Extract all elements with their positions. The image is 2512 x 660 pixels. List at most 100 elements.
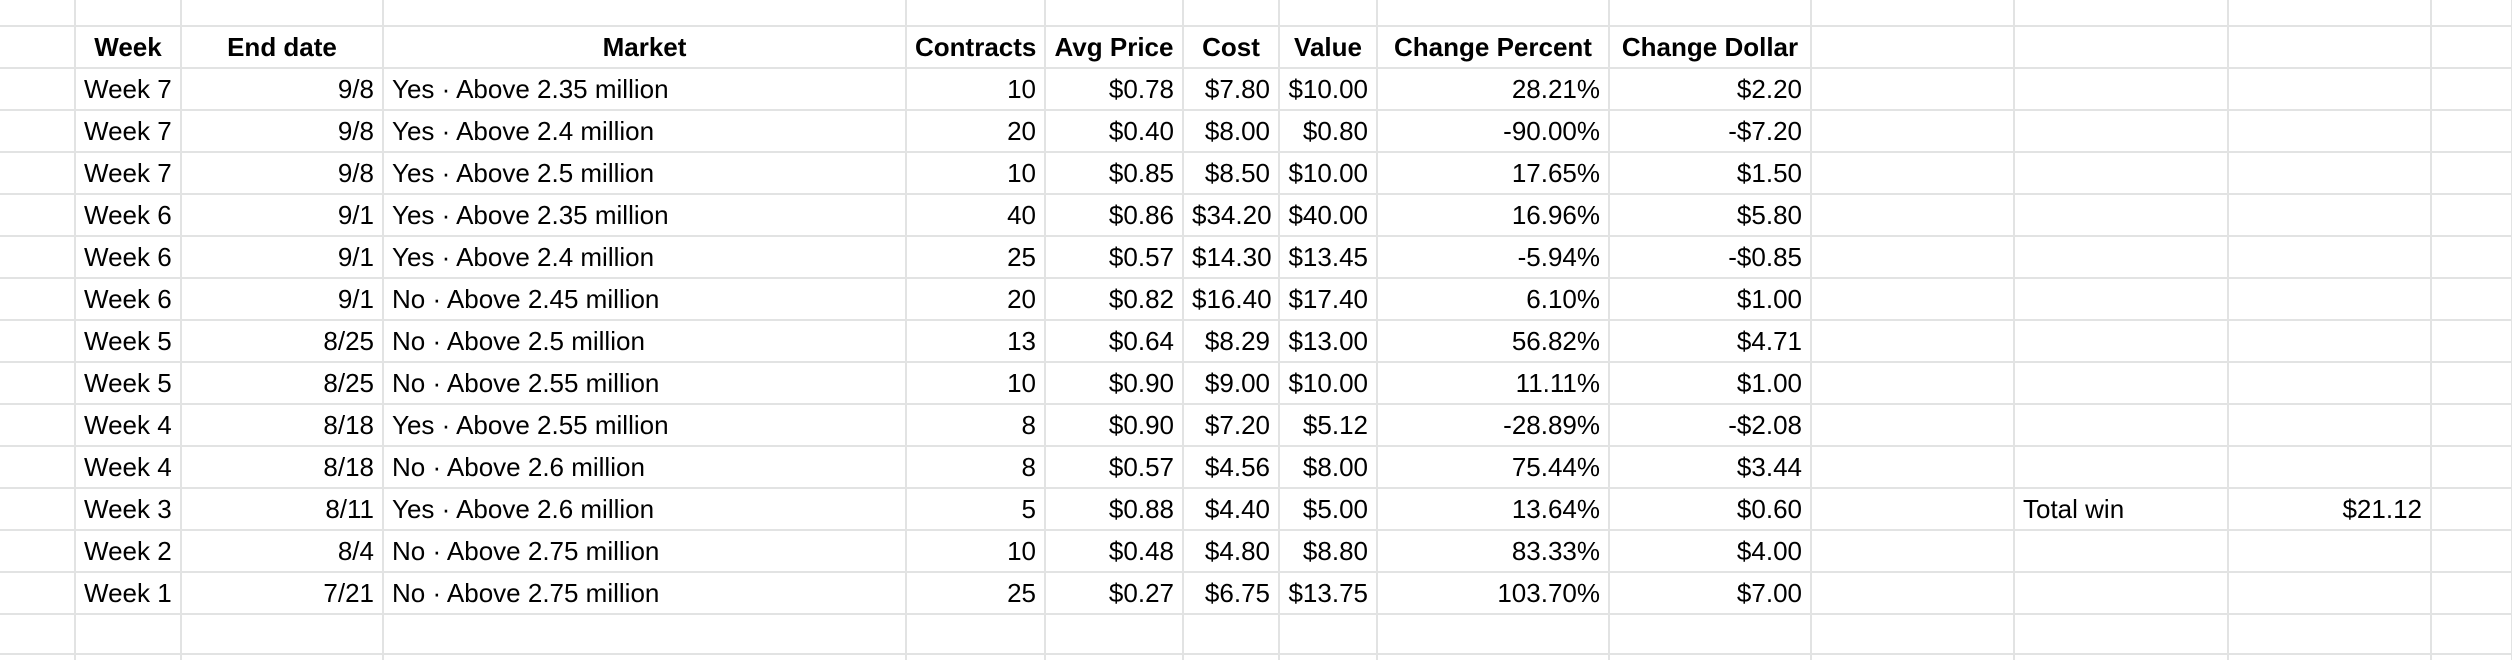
empty-cell[interactable] <box>2014 572 2229 615</box>
empty-cell[interactable] <box>1811 530 2015 573</box>
cell-change-percent[interactable]: 16.96% <box>1377 194 1610 237</box>
empty-cell[interactable] <box>2431 194 2512 237</box>
cell-change-dollar[interactable]: $0.60 <box>1609 488 1812 531</box>
header-week[interactable]: Week <box>75 26 182 69</box>
empty-cell[interactable] <box>2228 654 2432 660</box>
cell-cost[interactable]: $8.29 <box>1183 320 1280 363</box>
cell-contracts[interactable]: 10 <box>906 152 1046 195</box>
cell-avg-price[interactable]: $0.57 <box>1045 236 1184 279</box>
cell-change-dollar[interactable]: $5.80 <box>1609 194 1812 237</box>
empty-cell[interactable] <box>1811 404 2015 447</box>
cell-value[interactable]: $5.00 <box>1279 488 1378 531</box>
cell-week[interactable]: Week 7 <box>75 68 182 111</box>
cell-cost[interactable]: $4.40 <box>1183 488 1280 531</box>
empty-cell[interactable] <box>2431 530 2512 573</box>
cell-week[interactable]: Week 1 <box>75 572 182 615</box>
empty-cell[interactable] <box>1811 488 2015 531</box>
cell-week[interactable]: Week 7 <box>75 110 182 153</box>
cell-change-percent[interactable]: 17.65% <box>1377 152 1610 195</box>
cell-change-percent[interactable]: 56.82% <box>1377 320 1610 363</box>
cell-avg-price[interactable]: $0.85 <box>1045 152 1184 195</box>
cell-value[interactable]: $10.00 <box>1279 362 1378 405</box>
empty-cell[interactable] <box>0 194 76 237</box>
empty-cell[interactable] <box>1609 0 1812 27</box>
cell-value[interactable]: $40.00 <box>1279 194 1378 237</box>
cell-avg-price[interactable]: $0.86 <box>1045 194 1184 237</box>
cell-week[interactable]: Week 5 <box>75 362 182 405</box>
empty-cell[interactable] <box>0 236 76 279</box>
cell-cost[interactable]: $4.56 <box>1183 446 1280 489</box>
cell-cost[interactable]: $8.50 <box>1183 152 1280 195</box>
empty-cell[interactable] <box>0 404 76 447</box>
empty-cell[interactable] <box>2228 362 2432 405</box>
empty-cell[interactable] <box>1811 194 2015 237</box>
empty-cell[interactable] <box>0 0 76 27</box>
cell-change-dollar[interactable]: $4.00 <box>1609 530 1812 573</box>
cell-cost[interactable]: $8.00 <box>1183 110 1280 153</box>
cell-market[interactable]: Yes · Above 2.4 million <box>383 236 907 279</box>
cell-avg-price[interactable]: $0.40 <box>1045 110 1184 153</box>
empty-cell[interactable] <box>0 530 76 573</box>
empty-cell[interactable] <box>1377 654 1610 660</box>
cell-week[interactable]: Week 7 <box>75 152 182 195</box>
empty-cell[interactable] <box>1279 0 1378 27</box>
empty-cell[interactable] <box>2228 404 2432 447</box>
empty-cell[interactable] <box>1811 362 2015 405</box>
cell-end-date[interactable]: 8/11 <box>181 488 384 531</box>
empty-cell[interactable] <box>1183 654 1280 660</box>
cell-change-percent[interactable]: 75.44% <box>1377 446 1610 489</box>
cell-avg-price[interactable]: $0.82 <box>1045 278 1184 321</box>
header-contracts[interactable]: Contracts <box>906 26 1046 69</box>
empty-cell[interactable] <box>0 446 76 489</box>
cell-change-percent[interactable]: 11.11% <box>1377 362 1610 405</box>
cell-end-date[interactable]: 9/8 <box>181 68 384 111</box>
empty-cell[interactable] <box>2228 278 2432 321</box>
cell-change-dollar[interactable]: -$0.85 <box>1609 236 1812 279</box>
cell-change-percent[interactable]: 6.10% <box>1377 278 1610 321</box>
empty-cell[interactable] <box>2014 278 2229 321</box>
empty-cell[interactable] <box>2431 26 2512 69</box>
cell-market[interactable]: Yes · Above 2.35 million <box>383 68 907 111</box>
empty-cell[interactable] <box>2014 110 2229 153</box>
empty-cell[interactable] <box>2228 236 2432 279</box>
cell-cost[interactable]: $4.80 <box>1183 530 1280 573</box>
empty-cell[interactable] <box>0 654 76 660</box>
cell-change-percent[interactable]: -28.89% <box>1377 404 1610 447</box>
cell-cost[interactable]: $16.40 <box>1183 278 1280 321</box>
empty-cell[interactable] <box>1811 0 2015 27</box>
cell-week[interactable]: Week 4 <box>75 446 182 489</box>
cell-contracts[interactable]: 8 <box>906 404 1046 447</box>
cell-contracts[interactable]: 25 <box>906 236 1046 279</box>
empty-cell[interactable] <box>2431 320 2512 363</box>
header-cost[interactable]: Cost <box>1183 26 1280 69</box>
empty-cell[interactable] <box>2431 488 2512 531</box>
cell-contracts[interactable]: 10 <box>906 530 1046 573</box>
cell-contracts[interactable]: 25 <box>906 572 1046 615</box>
cell-value[interactable]: $10.00 <box>1279 68 1378 111</box>
empty-cell[interactable] <box>2014 0 2229 27</box>
cell-week[interactable]: Week 3 <box>75 488 182 531</box>
empty-cell[interactable] <box>2431 362 2512 405</box>
cell-week[interactable]: Week 5 <box>75 320 182 363</box>
empty-cell[interactable] <box>2431 68 2512 111</box>
empty-cell[interactable] <box>906 0 1046 27</box>
cell-value[interactable]: $8.00 <box>1279 446 1378 489</box>
empty-cell[interactable] <box>1045 654 1184 660</box>
empty-cell[interactable] <box>1609 614 1812 655</box>
empty-cell[interactable] <box>0 362 76 405</box>
cell-change-percent[interactable]: 13.64% <box>1377 488 1610 531</box>
cell-contracts[interactable]: 8 <box>906 446 1046 489</box>
empty-cell[interactable] <box>0 488 76 531</box>
empty-cell[interactable] <box>1811 572 2015 615</box>
cell-cost[interactable]: $7.80 <box>1183 68 1280 111</box>
cell-market[interactable]: No · Above 2.55 million <box>383 362 907 405</box>
cell-change-percent[interactable]: -90.00% <box>1377 110 1610 153</box>
cell-change-dollar[interactable]: -$2.08 <box>1609 404 1812 447</box>
empty-cell[interactable] <box>2014 194 2229 237</box>
cell-end-date[interactable]: 9/1 <box>181 194 384 237</box>
empty-cell[interactable] <box>0 278 76 321</box>
cell-market[interactable]: Yes · Above 2.55 million <box>383 404 907 447</box>
cell-avg-price[interactable]: $0.48 <box>1045 530 1184 573</box>
cell-cost[interactable]: $6.75 <box>1183 572 1280 615</box>
cell-change-percent[interactable]: 28.21% <box>1377 68 1610 111</box>
